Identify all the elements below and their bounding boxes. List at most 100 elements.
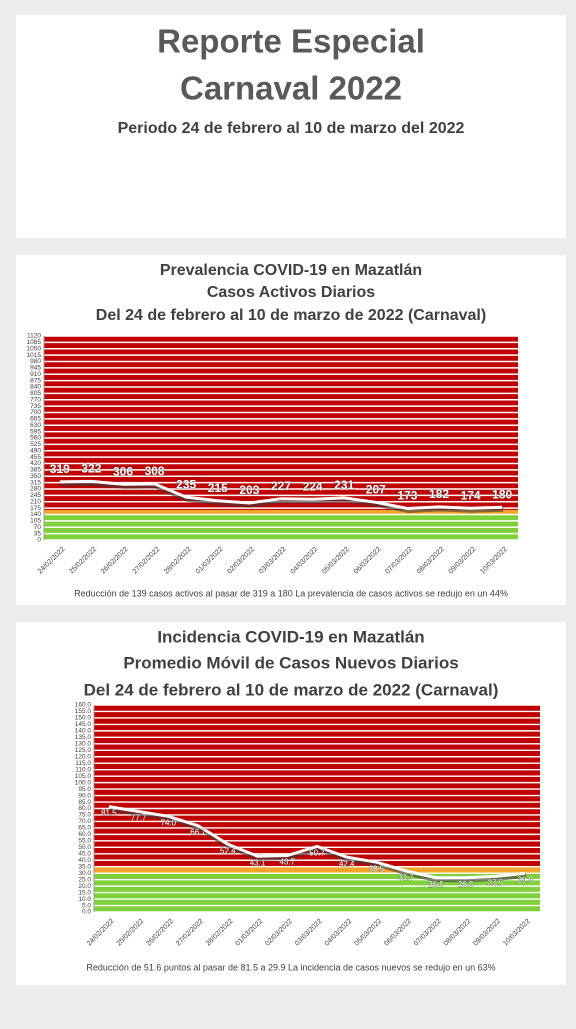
y-tick-label: 65.0 xyxy=(78,825,91,832)
y-tick-label: 25.0 xyxy=(78,876,91,883)
data-label: 43.1 xyxy=(250,858,266,867)
data-label: 81.5 xyxy=(101,809,117,818)
y-tick-label: 70.0 xyxy=(78,818,91,825)
y-tick-label: 100.0 xyxy=(75,779,92,786)
data-line xyxy=(108,805,526,880)
zone xyxy=(94,866,540,874)
chart-period: Del 24 de febrero al 10 de marzo de 2022… xyxy=(96,307,486,324)
chart-title: Prevalencia COVID-19 en Mazatlán xyxy=(160,262,422,279)
data-label: 26.5 xyxy=(458,880,474,889)
y-tick-label: 120.0 xyxy=(75,753,92,760)
y-tick-label: 130.0 xyxy=(75,741,92,748)
y-tick-label: 350 xyxy=(30,473,41,480)
header-title: Carnaval 2022 xyxy=(180,70,402,107)
y-tick-label: 840 xyxy=(30,384,41,391)
data-label: 174 xyxy=(461,488,481,502)
data-label: 207 xyxy=(366,482,386,496)
y-tick-label: 770 xyxy=(30,396,41,403)
y-tick-label: 175 xyxy=(30,505,41,512)
y-tick-label: 125.0 xyxy=(75,747,92,754)
line-shadow xyxy=(60,480,504,514)
y-tick-label: 700 xyxy=(30,409,41,416)
data-label: 66.7 xyxy=(190,828,206,837)
y-tick-label: 1120 xyxy=(27,333,41,340)
y-tick-label: 45.0 xyxy=(78,851,91,858)
header-title: Reporte Especial xyxy=(157,23,425,60)
line-shadow xyxy=(109,806,527,883)
y-tick-label: 280 xyxy=(30,486,41,493)
data-label: 322 xyxy=(81,462,101,476)
zone xyxy=(94,705,540,867)
y-tick-label: 10.0 xyxy=(78,896,91,903)
data-label: 26.5 xyxy=(428,880,444,889)
y-tick-label: 945 xyxy=(30,365,41,372)
header-card xyxy=(16,15,566,238)
data-label: 43.7 xyxy=(279,858,295,867)
y-tick-label: 160.0 xyxy=(75,702,92,709)
zone xyxy=(44,509,518,515)
y-tick-label: 560 xyxy=(30,435,41,442)
y-tick-label: 665 xyxy=(30,416,41,423)
y-tick-label: 105 xyxy=(30,518,41,525)
y-tick-label: 15.0 xyxy=(78,889,91,896)
y-tick-label: 85.0 xyxy=(78,799,91,806)
data-label: 31.7 xyxy=(398,873,414,882)
y-tick-label: 0.0 xyxy=(82,909,91,916)
y-tick-label: 735 xyxy=(30,403,41,410)
y-tick-label: 385 xyxy=(30,467,41,474)
zone xyxy=(44,336,518,510)
y-tick-label: 910 xyxy=(30,371,41,378)
y-tick-label: 115.0 xyxy=(75,760,91,767)
data-label: 235 xyxy=(176,477,196,491)
data-label: 27.5 xyxy=(488,879,504,888)
data-label: 42.4 xyxy=(339,859,355,868)
y-tick-label: 245 xyxy=(30,492,41,499)
header-subtitle: Periodo 24 de febrero al 10 de marzo del… xyxy=(118,120,465,137)
data-label: 306 xyxy=(113,464,133,478)
data-line xyxy=(59,479,503,511)
data-label: 74.0 xyxy=(161,818,177,827)
y-tick-label: 1050 xyxy=(27,345,42,352)
y-tick-label: 875 xyxy=(30,377,41,384)
y-tick-label: 1085 xyxy=(27,339,42,346)
y-tick-label: 595 xyxy=(30,428,41,435)
y-tick-label: 140 xyxy=(30,511,41,518)
y-tick-label: 805 xyxy=(30,390,41,397)
y-tick-label: 75.0 xyxy=(78,812,91,819)
data-label: 182 xyxy=(429,487,449,501)
chart-title: Incidencia COVID-19 en Mazatlán xyxy=(157,627,424,646)
data-label: 308 xyxy=(145,464,165,478)
y-tick-label: 50.0 xyxy=(78,844,91,851)
y-tick-label: 35.0 xyxy=(78,863,91,870)
chart-note: Reducción de 139 casos activos al pasar … xyxy=(74,588,508,598)
y-tick-label: 70 xyxy=(34,524,42,531)
data-label: 77.7 xyxy=(131,814,147,823)
y-tick-label: 980 xyxy=(30,358,41,365)
chart-note: Reducción de 51.6 puntos al pasar de 81.… xyxy=(86,962,495,972)
chart-period: Del 24 de febrero al 10 de marzo de 2022… xyxy=(84,680,499,699)
y-tick-label: 490 xyxy=(30,447,41,454)
y-tick-label: 210 xyxy=(30,498,41,505)
data-label: 215 xyxy=(208,481,228,495)
y-tick-label: 420 xyxy=(30,460,41,467)
y-tick-label: 60.0 xyxy=(78,831,91,838)
data-label: 180 xyxy=(492,487,512,501)
y-tick-label: 1015 xyxy=(27,352,42,359)
data-label: 224 xyxy=(303,479,323,493)
y-tick-label: 145.0 xyxy=(75,721,92,728)
y-tick-label: 105.0 xyxy=(75,773,92,780)
data-label: 38.5 xyxy=(369,864,385,873)
y-tick-label: 525 xyxy=(30,441,41,448)
y-tick-label: 20.0 xyxy=(78,883,91,890)
y-tick-label: 630 xyxy=(30,422,41,429)
y-tick-label: 90.0 xyxy=(78,792,91,799)
data-label: 231 xyxy=(334,478,354,492)
data-label: 203 xyxy=(239,483,259,497)
y-tick-label: 155.0 xyxy=(75,708,92,715)
y-tick-label: 455 xyxy=(30,454,41,461)
data-label: 227 xyxy=(271,479,291,493)
y-tick-label: 135.0 xyxy=(75,734,92,741)
y-tick-label: 35 xyxy=(34,530,42,537)
